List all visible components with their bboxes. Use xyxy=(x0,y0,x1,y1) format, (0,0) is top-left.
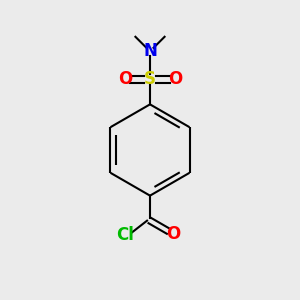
Text: O: O xyxy=(166,225,180,243)
Text: Cl: Cl xyxy=(116,226,134,244)
Text: O: O xyxy=(168,70,182,88)
Text: N: N xyxy=(143,42,157,60)
Text: S: S xyxy=(144,70,156,88)
Text: O: O xyxy=(118,70,132,88)
